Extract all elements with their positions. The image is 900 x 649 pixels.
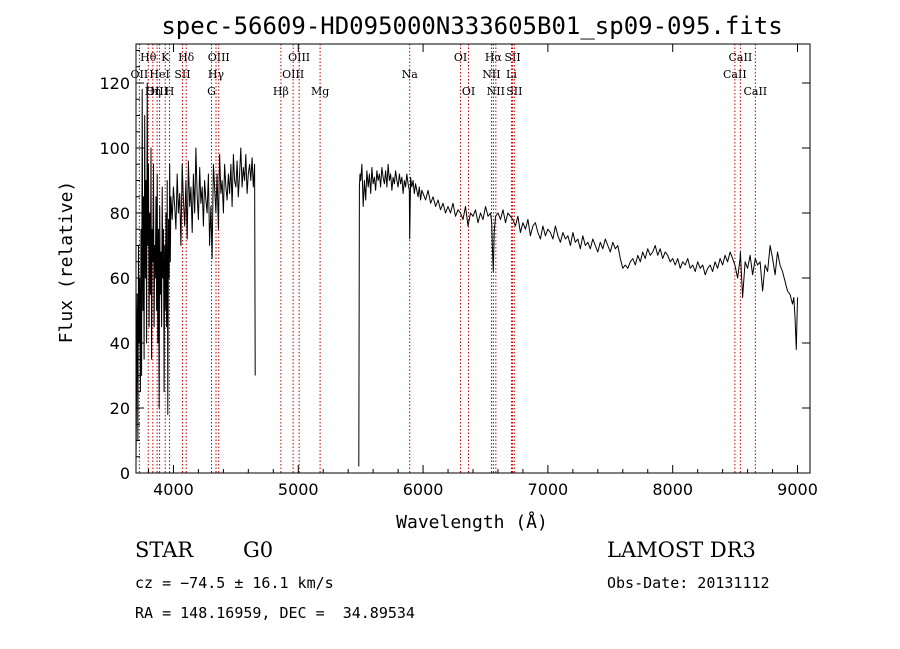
marker-label-22: SII [504, 51, 520, 64]
marker-label-24: SII [506, 85, 522, 98]
y-axis-title: Flux (relative) [56, 181, 77, 344]
marker-label-5: K [161, 51, 170, 64]
marker-label-11: G [207, 85, 216, 98]
x-tick-label-0: 4000 [153, 480, 194, 499]
marker-label-16: Na [402, 68, 419, 81]
x-tick-label-2: 6000 [403, 480, 444, 499]
marker-label-1: OII [131, 68, 149, 81]
marker-label-17: OI [454, 51, 467, 64]
x-tick-label-5: 9000 [777, 480, 818, 499]
x-tick-label-3: 7000 [528, 480, 569, 499]
marker-label-25: CaII [729, 51, 753, 64]
marker-label-13: OIII [282, 68, 304, 81]
spectral-subclass: G0 [243, 538, 274, 562]
marker-label-27: CaII [743, 85, 767, 98]
marker-label-10: Hγ [208, 68, 225, 81]
x-tick-label-1: 5000 [278, 480, 319, 499]
x-axis-title: Wavelength (Å) [396, 511, 548, 533]
marker-label-12: Hβ [273, 85, 289, 98]
marker-label-7: SII [174, 68, 190, 81]
plot-frame [135, 43, 811, 474]
marker-label-19: Hα [485, 51, 503, 64]
spectrum-series [135, 82, 798, 467]
marker-label-0: Hθ [140, 51, 157, 64]
chart-title: spec-56609-HD095000N333605B01_sp09-095.f… [161, 12, 782, 40]
marker-label-3: HeI [149, 68, 169, 81]
marker-label-26: CaII [723, 68, 747, 81]
y-tick-label-5: 100 [99, 139, 130, 158]
redshift-velocity: cz = −74.5 ± 16.1 km/s [135, 574, 334, 592]
marker-label-20: NII [482, 68, 500, 81]
line-markers: Hθ OII OIII HeI Hη K H SII Hδ OIII Hγ G Hβ OIII OIII Mg… [131, 44, 767, 473]
y-tick-label-1: 20 [110, 399, 130, 418]
y-tick-label-3: 60 [110, 269, 130, 288]
marker-label-23: Li [506, 68, 517, 81]
y-tick-label-0: 0 [120, 464, 130, 483]
marker-label-15: Mg [311, 85, 329, 98]
marker-label-4: Hη [145, 85, 161, 98]
marker-label-6: H [165, 85, 175, 98]
marker-label-18: OI [462, 85, 475, 98]
marker-label-14: OIII [288, 51, 310, 64]
object-class: STAR [135, 538, 194, 562]
marker-label-2: OIII [146, 85, 168, 98]
sky-coordinates: RA = 148.16959, DEC = 34.89534 [135, 604, 415, 622]
marker-label-9: OIII [208, 51, 230, 64]
marker-label-21: NII [487, 85, 505, 98]
observation-date: Obs-Date: 20131112 [607, 574, 770, 592]
spectrum-segment-0 [135, 82, 256, 467]
y-tick-label-2: 40 [110, 334, 130, 353]
y-tick-label-4: 80 [110, 204, 130, 223]
x-tick-label-4: 8000 [652, 480, 693, 499]
spectrum-segment-1 [358, 163, 798, 467]
survey-name: LAMOST DR3 [607, 538, 756, 562]
y-tick-label-6: 120 [99, 74, 130, 93]
marker-label-8: Hδ [178, 51, 195, 64]
axis-ticks: 4000 5000 6000 7000 8000 9000 0 20 40 60 80 100 120 [99, 44, 818, 499]
